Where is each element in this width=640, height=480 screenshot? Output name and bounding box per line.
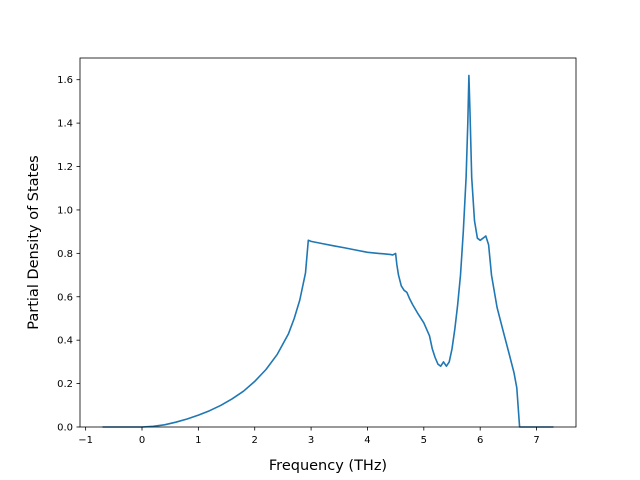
x-tick-label: 3 (308, 435, 314, 446)
series-line (102, 74, 554, 428)
y-tick-label: 1.2 (57, 162, 73, 173)
y-tick-label: 1.4 (57, 119, 73, 130)
x-tick-label: 0 (139, 435, 145, 446)
x-tick-label: 5 (421, 435, 427, 446)
x-tick-label: 4 (364, 435, 370, 446)
y-axis-label: Partial Density of States (26, 155, 42, 329)
x-tick-label: 7 (533, 435, 539, 446)
x-tick-label: 1 (195, 435, 201, 446)
plot-area (102, 74, 554, 428)
x-tick-label: −1 (78, 435, 93, 446)
ticks: −1 0 1 2 3 4 5 6 7 0.0 0.2 0.4 0.6 0.8 1.0 1.2 1.4 1.6 (57, 75, 540, 446)
y-tick-label: 0.8 (57, 249, 73, 260)
y-tick-label: 1.0 (57, 205, 73, 216)
x-tick-label: 6 (477, 435, 483, 446)
y-tick-label: 0.4 (57, 336, 73, 347)
y-tick-label: 0.0 (57, 423, 73, 434)
x-tick-label: 2 (252, 435, 258, 446)
axes-frame (79, 57, 577, 428)
y-tick-label: 0.6 (57, 292, 73, 303)
x-axis-label: Frequency (THz) (269, 458, 387, 474)
y-tick-label: 1.6 (57, 75, 73, 86)
y-tick-label: 0.2 (57, 379, 73, 390)
